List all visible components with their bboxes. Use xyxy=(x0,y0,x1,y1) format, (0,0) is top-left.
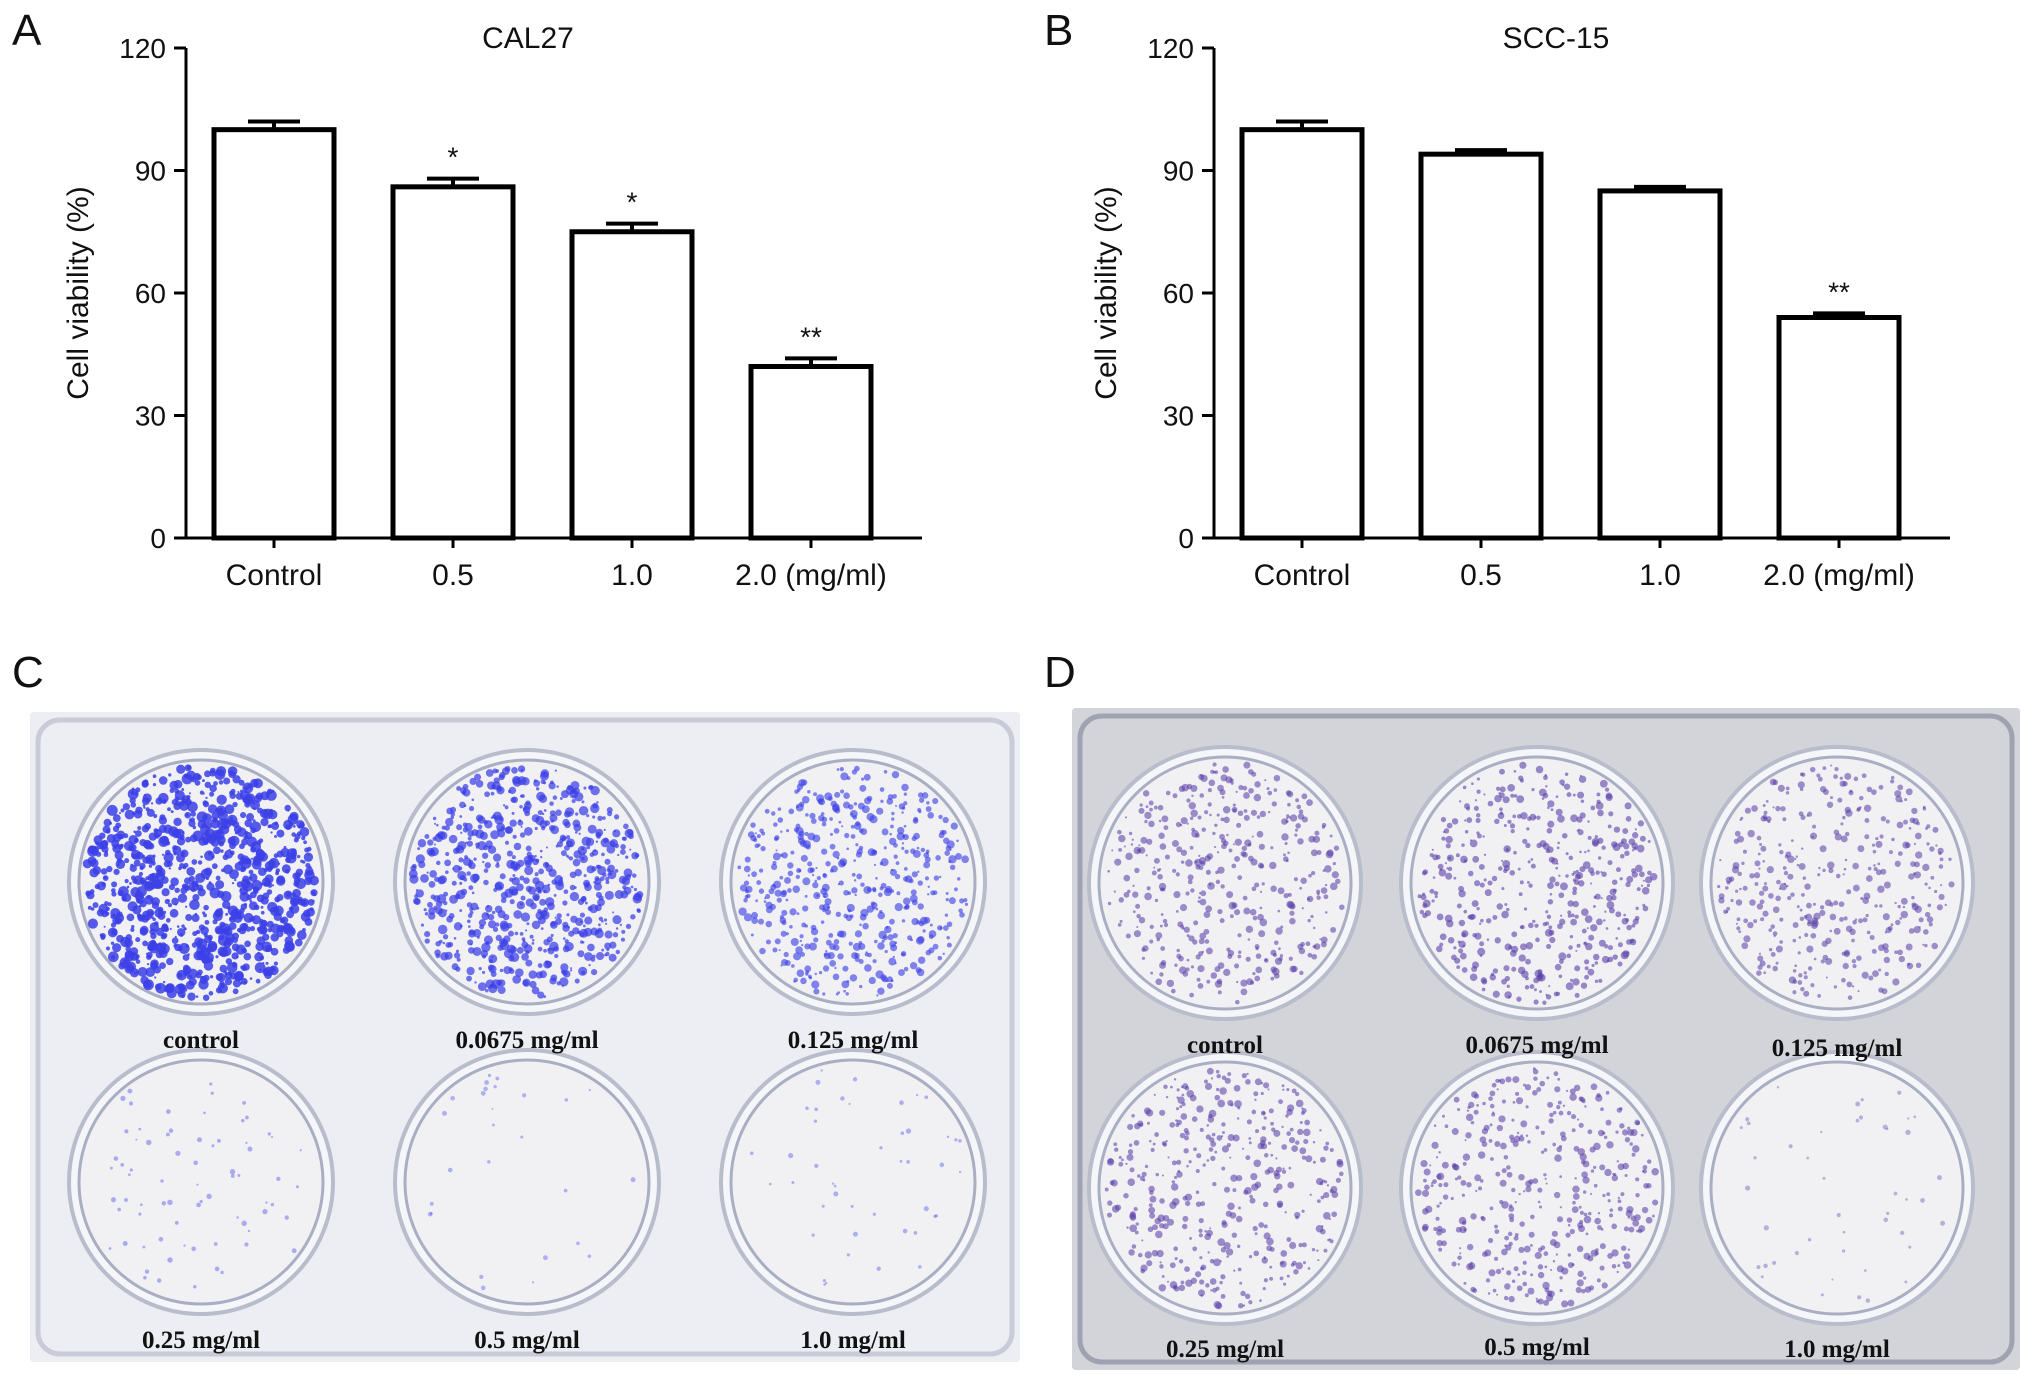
well-label-0.5: 0.5 mg/ml xyxy=(1484,1334,1590,1361)
well-label-0.5: 0.5 mg/ml xyxy=(474,1327,580,1354)
well-colonies-2 xyxy=(737,765,969,997)
bar-2 xyxy=(1597,188,1723,541)
well-label-1.0: 1.0 mg/ml xyxy=(800,1327,906,1354)
bar-3 xyxy=(1776,315,1902,541)
well-colonies-0 xyxy=(82,764,319,1001)
cal27-viability-chart: CAL27 Cell viability (%) 0 30 60 90 120 Control… xyxy=(62,22,922,592)
bar-0 xyxy=(211,127,337,541)
well-colonies-5 xyxy=(749,1069,962,1286)
bar-3 xyxy=(748,364,874,541)
y-axis-label: Cell viability (%) xyxy=(62,186,95,399)
x-tick-label-2: 1.0 xyxy=(611,559,653,592)
significance-mark-2: * xyxy=(627,187,638,218)
x-tick-label-3: 2.0 (mg/ml) xyxy=(735,559,887,592)
well-2 xyxy=(1709,755,1965,1011)
well-label-control: control xyxy=(1187,1032,1263,1059)
panel-c-letter: C xyxy=(12,648,44,697)
well-colonies-5 xyxy=(1739,1086,1946,1303)
y-tick-label: 90 xyxy=(135,156,166,187)
y-tick-label: 60 xyxy=(135,278,166,309)
x-tick-label-1: 0.5 xyxy=(1460,559,1502,592)
well-colonies-1 xyxy=(1417,761,1658,1005)
well-2 xyxy=(729,758,977,1006)
well-label-0.25: 0.25 mg/ml xyxy=(1165,1336,1285,1363)
significance-mark-3: ** xyxy=(800,321,822,352)
y-tick-label: 120 xyxy=(1147,33,1194,64)
y-tick-label: 60 xyxy=(1163,278,1194,309)
panel-d-letter: D xyxy=(1044,648,1076,697)
well-label-1.0: 1.0 mg/ml xyxy=(1784,1336,1890,1363)
well-colonies-0 xyxy=(1107,761,1345,1005)
scc15-colony-plate-photo: control 0.0675 mg/ml 0.125 mg/ml 0.25 mg… xyxy=(1072,708,2020,1370)
x-tick-label-1: 0.5 xyxy=(432,559,474,592)
cal27-colony-plate-photo: control 0.0675 mg/ml 0.125 mg/ml 0.25 mg… xyxy=(30,712,1020,1362)
y-tick-label: 30 xyxy=(1163,401,1194,432)
bar-1 xyxy=(1418,151,1544,541)
chart-title: CAL27 xyxy=(482,22,574,55)
scc15-viability-chart: SCC-15 Cell viability (%) 0 30 60 90 120 Contro… xyxy=(1090,22,1950,592)
y-tick-label: 30 xyxy=(135,401,166,432)
well-colonies-1 xyxy=(408,765,644,999)
scc15-plate-wells xyxy=(1072,708,2020,1370)
well-colonies-3 xyxy=(1104,1067,1344,1310)
x-tick-label-3: 2.0 (mg/ml) xyxy=(1763,559,1915,592)
y-axis-label: Cell viability (%) xyxy=(1090,186,1123,399)
significance-mark-1: * xyxy=(448,142,459,173)
bar-2 xyxy=(569,229,695,541)
well-colonies-3 xyxy=(108,1082,302,1289)
y-tick-label: 120 xyxy=(119,33,166,64)
plate-frame xyxy=(1077,713,2015,1365)
well-label-0.125: 0.125 mg/ml xyxy=(787,1027,919,1054)
well-5 xyxy=(729,1058,977,1306)
panel-b-letter: B xyxy=(1044,6,1074,55)
bar-1 xyxy=(390,184,516,541)
well-1 xyxy=(1409,755,1665,1011)
x-tick-label-2: 1.0 xyxy=(1639,559,1681,592)
x-tick-label-0: Control xyxy=(226,559,323,592)
x-tick-label-0: Control xyxy=(1254,559,1351,592)
panel-a-letter: A xyxy=(12,6,42,55)
well-label-0.125: 0.125 mg/ml xyxy=(1771,1035,1903,1062)
y-tick-label: 0 xyxy=(1178,523,1194,554)
y-tick-label: 0 xyxy=(150,523,166,554)
well-3 xyxy=(77,1058,325,1306)
well-colonies-4 xyxy=(1415,1067,1659,1308)
cal27-plate-wells xyxy=(30,712,1020,1362)
well-5 xyxy=(1709,1060,1965,1316)
y-tick-label: 90 xyxy=(1163,156,1194,187)
chart-title: SCC-15 xyxy=(1503,22,1610,55)
well-4 xyxy=(403,1058,651,1306)
well-label-0.0675: 0.0675 mg/ml xyxy=(1465,1032,1609,1059)
bar-0 xyxy=(1239,127,1365,541)
well-label-0.0675: 0.0675 mg/ml xyxy=(455,1027,599,1054)
well-label-0.25: 0.25 mg/ml xyxy=(141,1327,261,1354)
well-colonies-4 xyxy=(427,1073,636,1291)
well-label-control: control xyxy=(163,1027,239,1054)
significance-mark-3: ** xyxy=(1828,276,1850,307)
well-4 xyxy=(1409,1060,1665,1316)
plate-frame xyxy=(35,717,1015,1357)
well-colonies-2 xyxy=(1717,764,1955,1000)
